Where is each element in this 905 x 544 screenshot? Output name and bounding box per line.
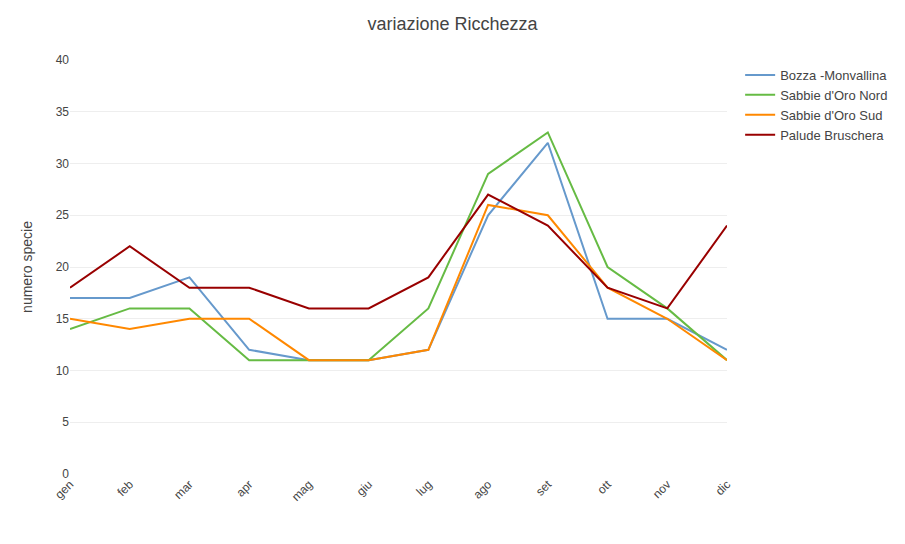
svg-text:Sabbie d'Oro Sud: Sabbie d'Oro Sud — [780, 108, 882, 123]
svg-text:15: 15 — [56, 312, 70, 326]
svg-text:set: set — [533, 477, 555, 499]
svg-text:apr: apr — [233, 477, 255, 499]
svg-text:40: 40 — [56, 53, 70, 67]
svg-text:20: 20 — [56, 260, 70, 274]
svg-text:Bozza -Monvallina: Bozza -Monvallina — [780, 68, 887, 83]
svg-text:0: 0 — [62, 467, 69, 481]
svg-text:ott: ott — [595, 477, 615, 497]
svg-text:25: 25 — [56, 208, 70, 222]
svg-text:mar: mar — [171, 477, 196, 502]
svg-text:Palude Bruschera: Palude Bruschera — [780, 128, 884, 143]
svg-text:10: 10 — [56, 364, 70, 378]
svg-text:30: 30 — [56, 157, 70, 171]
svg-text:gen: gen — [52, 477, 76, 501]
svg-text:feb: feb — [114, 477, 136, 499]
svg-text:lug: lug — [413, 477, 434, 498]
svg-text:5: 5 — [62, 415, 69, 429]
svg-text:giu: giu — [354, 477, 375, 498]
svg-text:ago: ago — [470, 477, 494, 501]
svg-text:nov: nov — [650, 477, 674, 501]
svg-text:Sabbie d'Oro Nord: Sabbie d'Oro Nord — [780, 88, 887, 103]
svg-text:numero specie: numero specie — [19, 221, 35, 313]
svg-text:35: 35 — [56, 105, 70, 119]
svg-text:variazione Ricchezza: variazione Ricchezza — [367, 14, 538, 34]
svg-text:mag: mag — [289, 477, 315, 503]
svg-text:dic: dic — [713, 477, 734, 498]
